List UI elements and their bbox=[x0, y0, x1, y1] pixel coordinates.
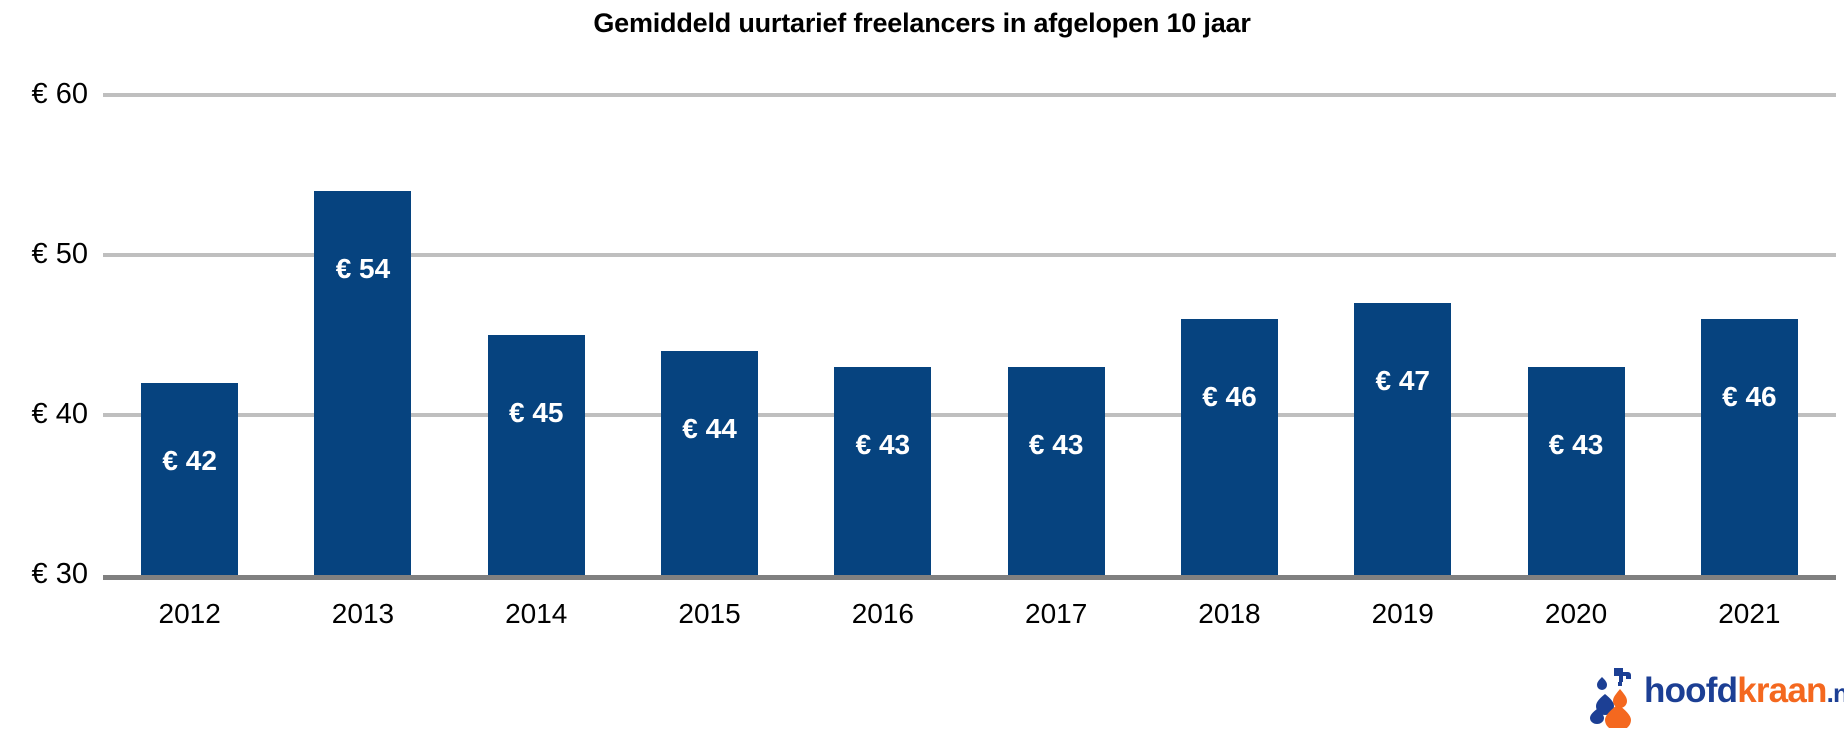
y-axis-tick-label: € 50 bbox=[31, 238, 88, 270]
y-axis-tick-label: € 30 bbox=[31, 558, 88, 590]
axis-baseline bbox=[103, 575, 1836, 580]
x-axis-tick-label: 2016 bbox=[851, 598, 914, 629]
plot-area bbox=[103, 88, 1836, 575]
logo-text-hoofd: hoofd bbox=[1644, 671, 1738, 710]
bar-value-label: € 43 bbox=[855, 429, 911, 460]
x-axis-tick-label: 2014 bbox=[505, 598, 568, 629]
x-axis-tick-label: 2017 bbox=[1025, 598, 1088, 629]
gridline bbox=[103, 253, 1836, 257]
x-axis-tick-label: 2018 bbox=[1198, 598, 1261, 629]
y-axis-tick-label: € 40 bbox=[31, 398, 88, 430]
bar-value-label: € 42 bbox=[162, 445, 217, 476]
gridline bbox=[103, 413, 1836, 417]
x-axis-tick-label: 2020 bbox=[1544, 598, 1608, 629]
bar-value-label: € 45 bbox=[509, 397, 564, 428]
bar[interactable]: € 42 bbox=[141, 383, 239, 575]
x-axis-tick-label: 2019 bbox=[1371, 598, 1434, 629]
bar-value-label: € 43 bbox=[1548, 429, 1604, 460]
bar[interactable]: € 43 bbox=[834, 367, 932, 575]
gridline bbox=[103, 93, 1836, 97]
x-axis-tick-label: 2013 bbox=[331, 598, 395, 629]
bar-value-label: € 46 bbox=[1202, 381, 1257, 412]
bar[interactable]: € 46 bbox=[1700, 319, 1798, 575]
faucet-droplets-icon bbox=[1590, 668, 1631, 728]
logo-text-tld: .nl bbox=[1826, 678, 1844, 708]
bar[interactable]: € 45 bbox=[487, 335, 585, 575]
hoofdkraan-logo[interactable]: hoofdkraan.nl bbox=[1588, 662, 1844, 728]
bar[interactable]: € 47 bbox=[1354, 303, 1452, 575]
bar[interactable]: € 43 bbox=[1007, 367, 1105, 575]
x-axis-tick-label: 2021 bbox=[1718, 598, 1781, 629]
x-axis-tick-label: 2012 bbox=[158, 598, 221, 629]
bar-value-label: € 43 bbox=[1028, 429, 1084, 460]
bar-value-label: € 54 bbox=[335, 253, 391, 284]
x-axis-tick-label: 2015 bbox=[678, 598, 741, 629]
bar-value-label: € 44 bbox=[682, 413, 737, 444]
bar[interactable]: € 43 bbox=[1527, 367, 1625, 575]
y-axis-tick-label: € 60 bbox=[31, 78, 88, 110]
chart-title: Gemiddeld uurtarief freelancers in afgel… bbox=[593, 8, 1251, 38]
bar-value-label: € 46 bbox=[1722, 381, 1777, 412]
bar[interactable]: € 46 bbox=[1180, 319, 1278, 575]
bar[interactable]: € 44 bbox=[661, 351, 759, 575]
logo-text-kraan: kraan bbox=[1737, 671, 1827, 710]
logo-wordmark: hoofdkraan.nl bbox=[1644, 671, 1844, 711]
bar[interactable]: € 54 bbox=[314, 191, 412, 575]
bar-value-label: € 47 bbox=[1375, 365, 1431, 396]
